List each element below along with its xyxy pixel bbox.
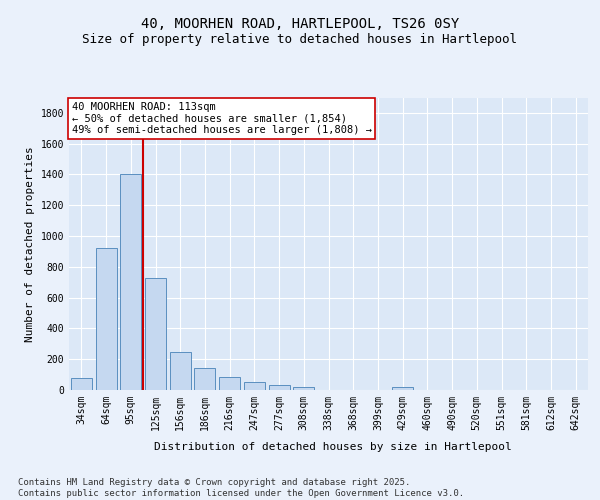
Bar [71, 378, 92, 390]
Text: 40 MOORHEN ROAD: 113sqm
← 50% of detached houses are smaller (1,854)
49% of semi: 40 MOORHEN ROAD: 113sqm ← 50% of detache… [71, 102, 371, 135]
Bar [95, 248, 116, 390]
Text: Distribution of detached houses by size in Hartlepool: Distribution of detached houses by size … [154, 442, 512, 452]
Bar [293, 387, 314, 390]
Bar [392, 387, 413, 390]
Bar [120, 174, 141, 390]
Text: 40, MOORHEN ROAD, HARTLEPOOL, TS26 0SY: 40, MOORHEN ROAD, HARTLEPOOL, TS26 0SY [141, 18, 459, 32]
Text: Size of property relative to detached houses in Hartlepool: Size of property relative to detached ho… [83, 32, 517, 46]
Bar [194, 368, 215, 390]
Bar [269, 386, 290, 390]
Y-axis label: Number of detached properties: Number of detached properties [25, 146, 35, 342]
Text: Contains HM Land Registry data © Crown copyright and database right 2025.
Contai: Contains HM Land Registry data © Crown c… [18, 478, 464, 498]
Bar [145, 278, 166, 390]
Bar [244, 382, 265, 390]
Bar [219, 377, 240, 390]
Bar [170, 352, 191, 390]
